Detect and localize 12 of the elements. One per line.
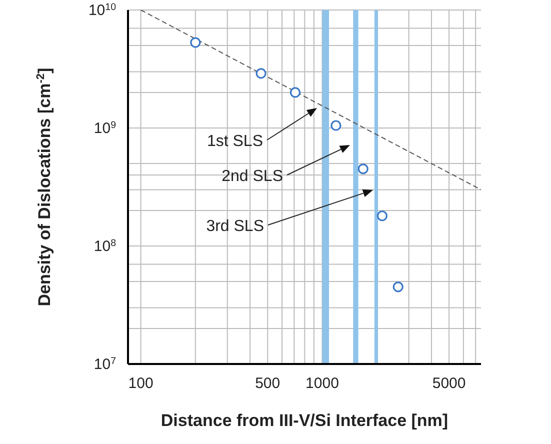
x-tick-label: 1000 [306,375,339,392]
x-axis-title: Distance from III-V/Si Interface [nm] [160,411,448,430]
x-tick-label: 500 [255,375,280,392]
y-tick-label: 10$^{10}$ [88,2,117,19]
x-tick-label: 100 [128,375,154,392]
y-tick-label: 10$^{9}$ [94,120,116,137]
y-tick-label: 10$^{7}$ [94,356,116,373]
x-tick-label: 5000 [432,375,466,392]
y-tick-label: 10$^{8}$ [94,238,116,255]
annotation: 2nd SLS [222,168,283,185]
annotation: 3rd SLS [206,218,264,235]
annotation: 1st SLS [206,133,263,150]
